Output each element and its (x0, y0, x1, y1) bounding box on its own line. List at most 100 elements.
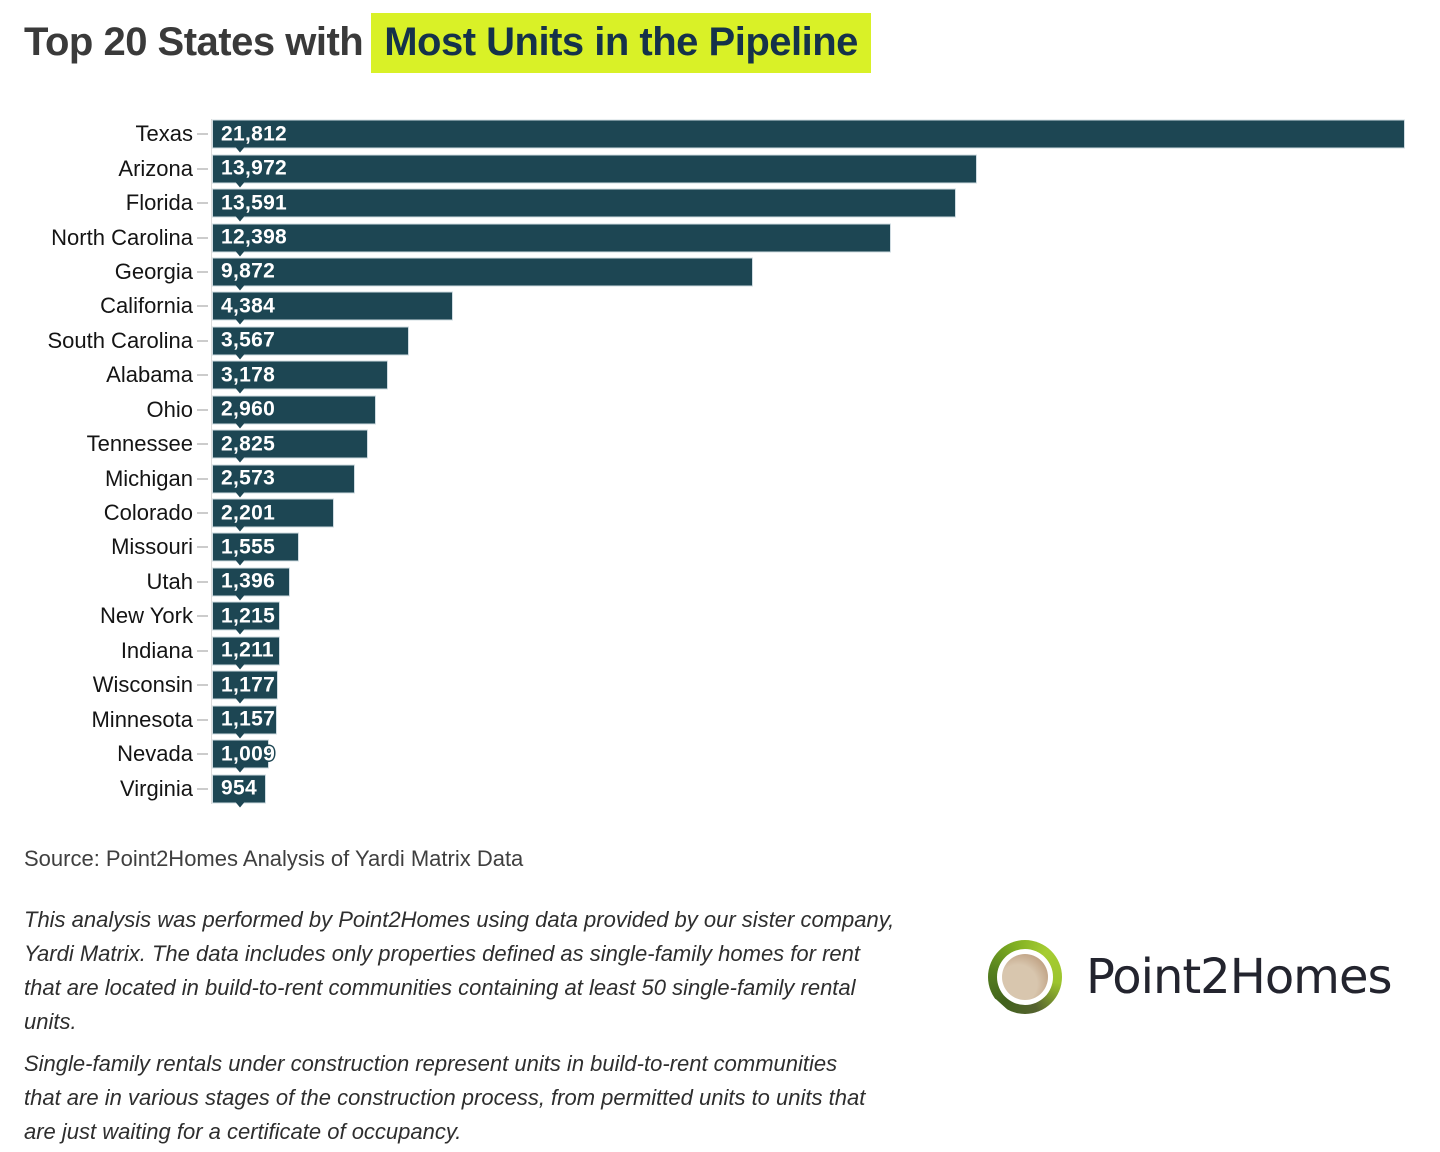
state-label: Indiana (120, 637, 193, 663)
bar-row: Alabama 3,178 (0, 358, 1440, 394)
bar-row: California 4,384 (0, 289, 1440, 325)
state-label: Florida (125, 190, 193, 216)
axis-tick-icon (197, 684, 208, 687)
bar-callout-tail-icon (235, 353, 245, 360)
bar-callout-tail-icon (235, 215, 245, 222)
axis-tick-icon (197, 167, 208, 170)
bar-value-label: 1,211 (221, 638, 274, 662)
bar-row: South Carolina 3,567 (0, 324, 1440, 360)
methodology-note-1: This analysis was performed by Point2Hom… (24, 903, 894, 1039)
axis-tick-icon (197, 443, 208, 446)
bar: 13,591 (213, 189, 956, 222)
bar-value-label: 1,177 (221, 673, 276, 697)
note-line: units. (24, 1009, 77, 1034)
state-label: Arizona (118, 155, 193, 181)
axis-tick-icon (197, 787, 208, 790)
bar: 3,567 (213, 327, 408, 360)
note-line: Single-family rentals under construction… (24, 1051, 838, 1076)
state-label: Utah (146, 568, 193, 594)
state-label: Minnesota (91, 706, 193, 732)
bar: 2,825 (213, 430, 368, 463)
bar-row: Tennessee 2,825 (0, 427, 1440, 463)
bar-callout-tail-icon (235, 181, 245, 188)
state-label: Texas (135, 121, 193, 147)
bar-row: Minnesota 1,157 (0, 702, 1440, 739)
bar: 1,396 (213, 568, 290, 601)
bar-callout-tail-icon (235, 594, 245, 601)
bar-callout-tail-icon (235, 318, 245, 325)
bar-chart: Texas 21,812 Arizona 13,972 Florida 13,591 Nor… (0, 117, 1440, 808)
bar-value-label: 3,178 (221, 363, 276, 387)
bar-callout-tail-icon (235, 525, 245, 532)
bar-value-label: 954 (221, 776, 257, 800)
bar-row: New York 1,215 (0, 599, 1440, 635)
y-axis-line (211, 119, 212, 804)
bar-callout-tail-icon (235, 284, 245, 291)
bar-value-label: 3,567 (221, 328, 276, 352)
state-label: Tennessee (86, 431, 193, 457)
bar: 9,872 (213, 258, 752, 291)
bar-row: Utah 1,396 (0, 565, 1440, 601)
bar-value-label: 1,157 (221, 707, 276, 731)
axis-tick-icon (197, 236, 208, 239)
state-label: Colorado (103, 500, 193, 526)
bar-callout-tail-icon (235, 491, 245, 498)
bar-value-label: 21,812 (221, 122, 288, 146)
bar-callout-tail-icon (235, 732, 245, 739)
bar-row: Virginia 954 (0, 771, 1440, 808)
chart-title-prefix: Top 20 States with (24, 20, 364, 64)
bar-value-label: 2,201 (221, 501, 276, 525)
axis-tick-icon (197, 202, 208, 205)
bar-row: Indiana 1,211 (0, 634, 1440, 670)
axis-tick-icon (197, 374, 208, 377)
bar-callout-tail-icon (235, 697, 245, 704)
axis-tick-icon (197, 512, 208, 515)
bar-value-label: 2,573 (221, 466, 276, 490)
bar: 1,215 (213, 602, 280, 635)
bar-value-label: 1,215 (221, 604, 276, 628)
bar: 4,384 (213, 292, 453, 325)
bar: 2,573 (213, 465, 354, 498)
bar-callout-tail-icon (235, 559, 245, 566)
state-label: Ohio (146, 396, 193, 422)
bar: 3,178 (213, 361, 387, 394)
source-note: Source: Point2Homes Analysis of Yardi Ma… (24, 846, 524, 871)
bar: 1,555 (213, 533, 298, 566)
point2homes-logo-text: Point2Homes (1086, 949, 1392, 1005)
note-line: that are in various stages of the constr… (24, 1085, 866, 1110)
bar: 1,211 (213, 637, 280, 670)
axis-tick-icon (197, 270, 208, 273)
axis-tick-icon (197, 408, 208, 411)
bar-callout-tail-icon (235, 628, 245, 635)
axis-tick-icon (197, 615, 208, 618)
state-label: North Carolina (51, 224, 193, 250)
bar-value-label: 9,872 (221, 259, 276, 283)
bar: 21,812 (213, 120, 1404, 153)
bar: 2,960 (213, 396, 375, 429)
bar-callout-tail-icon (235, 250, 245, 257)
bar-chart-rows: Texas 21,812 Arizona 13,972 Florida 13,591 Nor… (0, 117, 1440, 808)
state-label: California (100, 293, 193, 319)
bar: 12,398 (213, 224, 890, 257)
bar-value-label: 1,009 (221, 742, 276, 766)
axis-tick-icon (197, 649, 208, 652)
note-line: Yardi Matrix. The data includes only pro… (24, 941, 860, 966)
state-label: Georgia (114, 258, 193, 284)
bar-row: Arizona 13,972 (0, 151, 1440, 188)
axis-tick-icon (197, 753, 208, 756)
bar-value-label: 2,960 (221, 397, 276, 421)
bar-callout-tail-icon (235, 766, 245, 773)
note-line: This analysis was performed by Point2Hom… (24, 907, 895, 932)
bar-row: Georgia 9,872 (0, 255, 1440, 291)
bar-callout-tail-icon (235, 663, 245, 670)
bar-value-label: 2,825 (221, 432, 276, 456)
bar-value-label: 1,396 (221, 569, 276, 593)
bar: 1,157 (213, 706, 277, 739)
axis-tick-icon (197, 718, 208, 721)
logo-ring-gap (988, 999, 1008, 1018)
axis-tick-icon (197, 305, 208, 308)
bar-row: Texas 21,812 (0, 117, 1440, 153)
axis-tick-icon (197, 133, 208, 136)
bar-value-label: 13,591 (221, 191, 288, 215)
bar-row: Ohio 2,960 (0, 393, 1440, 429)
